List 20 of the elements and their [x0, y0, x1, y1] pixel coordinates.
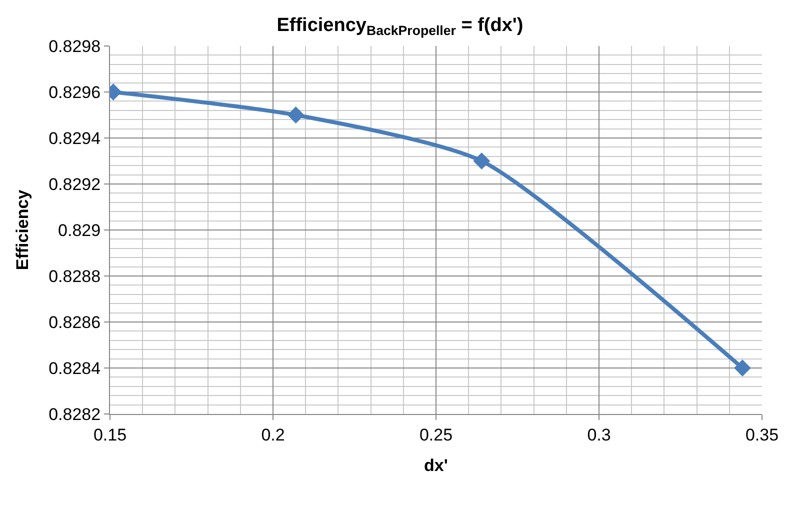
y-tick-label: 0.8284: [48, 358, 101, 378]
x-axis-title: dx': [424, 456, 448, 475]
x-tick-label: 0.25: [419, 425, 453, 444]
x-tick-label: 0.2: [261, 425, 285, 444]
point: [473, 152, 490, 170]
x-tick-label: 0.35: [745, 425, 779, 444]
chart-title: Efficiency$_{BackPropeller}$ = f(dx'): [276, 15, 524, 38]
y-tick-label: 0.8288: [48, 266, 101, 286]
y-tick-label: 0.8286: [48, 312, 101, 332]
y-axis-title: Efficiency: [13, 189, 32, 270]
x-tick-label: 0.15: [93, 425, 127, 444]
x-tick-label: 0.3: [587, 425, 611, 444]
y-tick-label: 0.8296: [48, 82, 101, 102]
y-tick-label: 0.829: [58, 220, 101, 240]
point: [734, 360, 751, 376]
y-tick-label: 0.8282: [48, 404, 101, 424]
y-tick-label: 0.8294: [48, 128, 101, 148]
y-tick-label: 0.8292: [48, 174, 101, 194]
point: [287, 106, 304, 124]
y-tick-label: 0.8298: [48, 36, 101, 56]
